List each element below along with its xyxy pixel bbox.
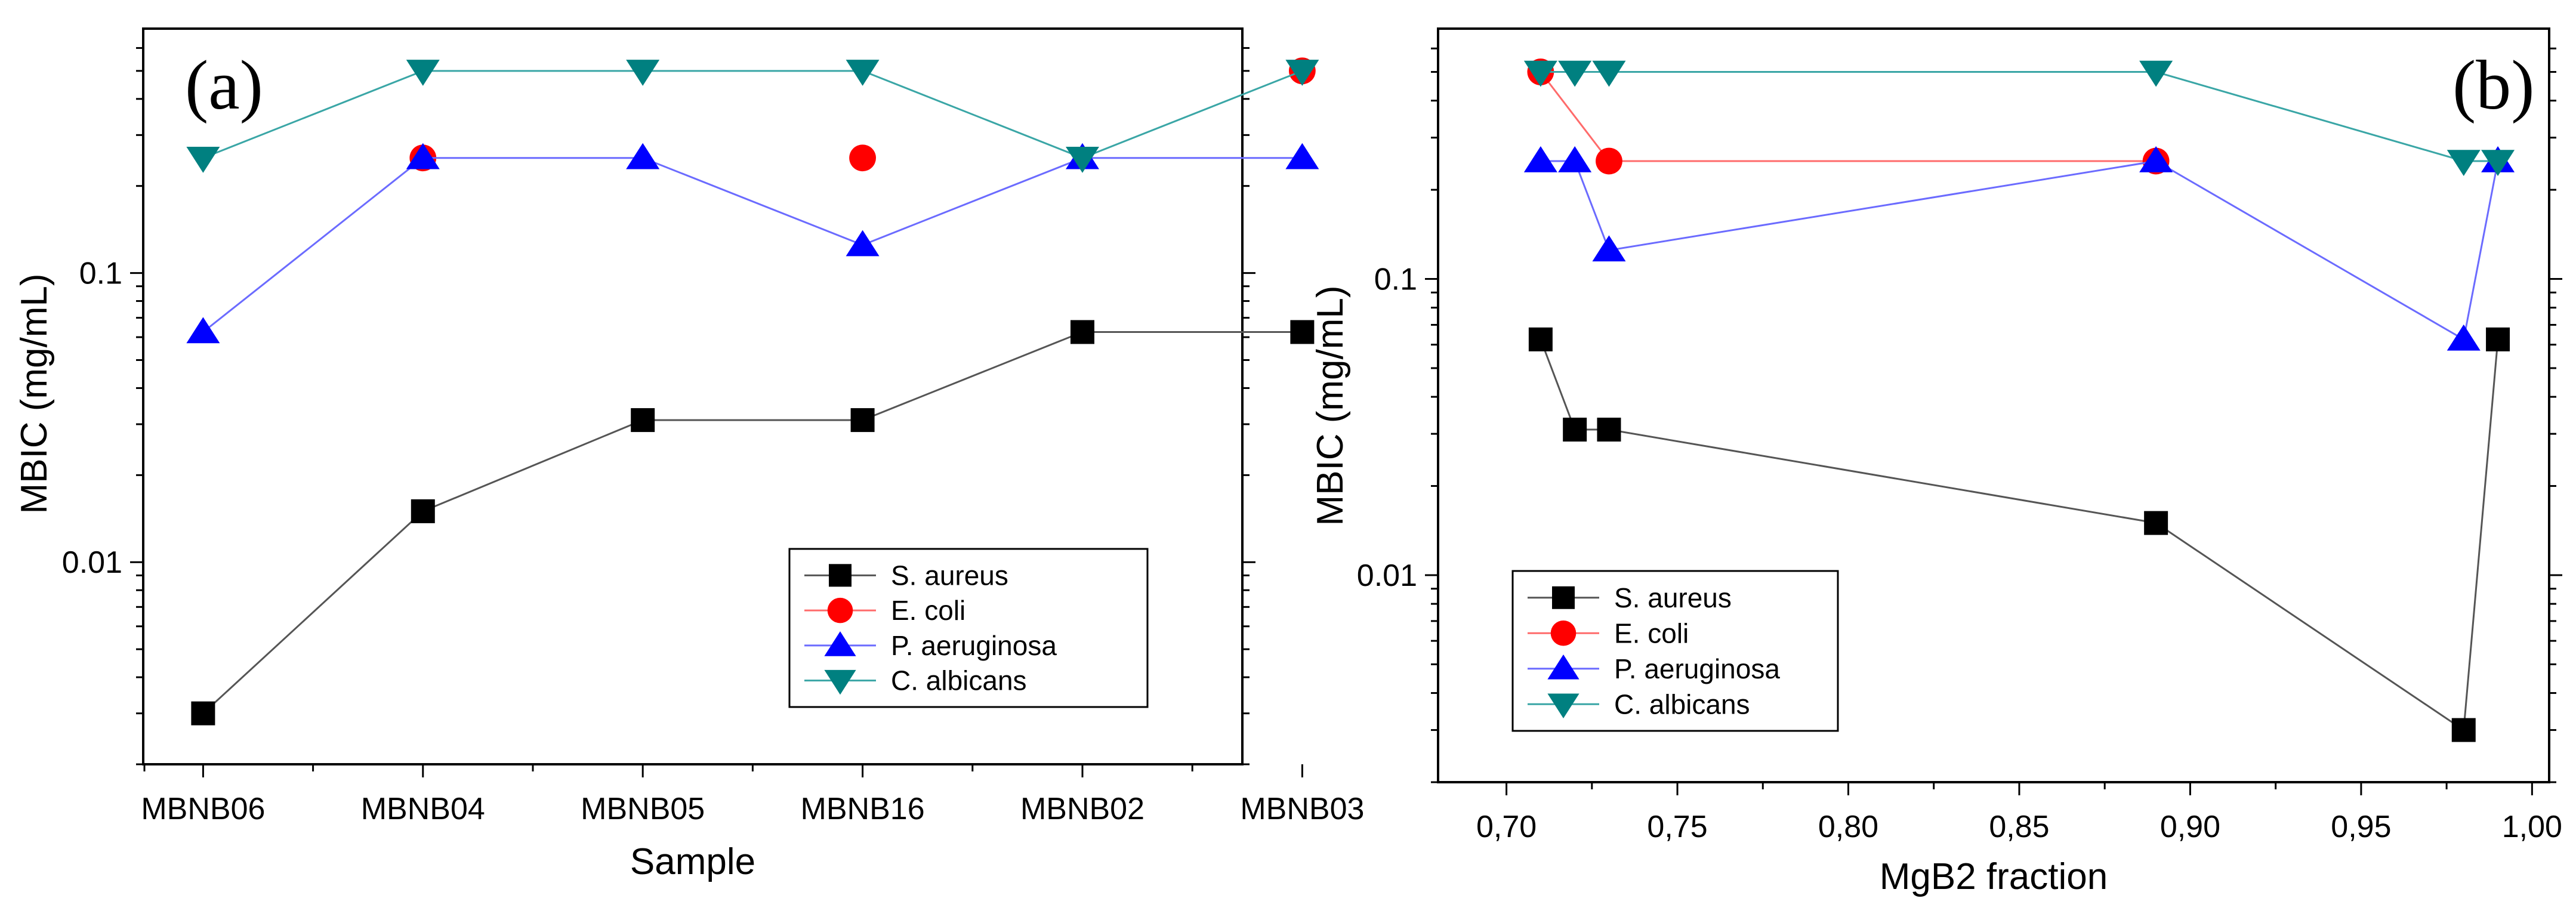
series-p-aeruginosa bbox=[186, 143, 1319, 344]
y-axis-label: MBIC (mg/mL) bbox=[1310, 286, 1351, 526]
data-point-e-coli bbox=[1596, 147, 1622, 175]
data-point-c-albicans bbox=[846, 60, 880, 86]
legend-marker-s-aureus bbox=[829, 564, 852, 587]
data-point-c-albicans bbox=[406, 60, 440, 86]
data-point-c-albicans bbox=[186, 146, 220, 173]
x-tick-label: 1,00 bbox=[2502, 810, 2562, 844]
legend-marker-c-albicans bbox=[1547, 693, 1579, 718]
y-tick-label: 0.01 bbox=[1357, 558, 1417, 593]
plot-frame bbox=[1437, 27, 2550, 783]
data-point-e-coli bbox=[849, 144, 876, 172]
legend-label-c-albicans: C. albicans bbox=[891, 665, 1027, 696]
y-tick-label: 0.1 bbox=[79, 257, 122, 291]
legend-label-c-albicans: C. albicans bbox=[1614, 689, 1750, 720]
x-tick-label: MBNB05 bbox=[581, 792, 705, 826]
data-point-p-aeruginosa bbox=[186, 317, 220, 344]
data-point-p-aeruginosa bbox=[1558, 146, 1592, 172]
data-point-s-aureus bbox=[2486, 327, 2510, 351]
data-point-s-aureus bbox=[191, 701, 215, 725]
data-point-s-aureus bbox=[1290, 320, 1315, 344]
data-point-c-albicans bbox=[1592, 60, 1626, 87]
data-point-p-aeruginosa bbox=[1523, 146, 1557, 172]
x-tick-label: 0,70 bbox=[1476, 810, 1537, 844]
y-tick-label: 0.01 bbox=[62, 545, 122, 580]
series-c-albicans bbox=[186, 60, 1319, 173]
x-tick-label: 0,85 bbox=[1989, 810, 2049, 844]
plot-frame bbox=[142, 27, 1244, 765]
series-s-aureus bbox=[1528, 327, 2510, 742]
x-axis-label: Sample bbox=[630, 841, 755, 882]
x-tick-label: MBNB04 bbox=[361, 792, 485, 826]
series-c-albicans bbox=[1523, 60, 2515, 176]
x-axis-label: MgB2 fraction bbox=[1880, 856, 2108, 897]
data-point-s-aureus bbox=[411, 499, 435, 523]
x-tick-label: 0,95 bbox=[2331, 810, 2391, 844]
legend-marker-e-coli bbox=[1550, 620, 1577, 646]
panel-a: 0.01 0.1 MBNB06 MBNB04 MBNB05 MBNB16 MBNB02 MBN… bbox=[14, 27, 1364, 882]
data-point-s-aureus bbox=[631, 408, 655, 433]
data-point-s-aureus bbox=[850, 408, 875, 433]
data-point-s-aureus bbox=[2451, 718, 2476, 742]
x-tick-label: 0,80 bbox=[1818, 810, 1878, 844]
data-point-c-albicans bbox=[1285, 60, 1319, 86]
legend: S. aureus E. coli P. aeruginosa C. albicans bbox=[788, 548, 1149, 708]
legend-marker-p-aeruginosa bbox=[1547, 655, 1579, 680]
data-point-c-albicans bbox=[1065, 146, 1099, 173]
data-point-s-aureus bbox=[1070, 320, 1094, 344]
series-line-p-aeruginosa bbox=[202, 157, 1303, 333]
legend-marker-s-aureus bbox=[1552, 586, 1575, 609]
data-point-p-aeruginosa bbox=[2447, 324, 2481, 351]
data-point-s-aureus bbox=[1528, 327, 1553, 351]
legend: S. aureus E. coli P. aeruginosa C. albicans bbox=[1511, 570, 1839, 732]
legend-label-e-coli: E. coli bbox=[1614, 618, 1689, 649]
x-tick-label: MBNB03 bbox=[1240, 792, 1364, 826]
series-line-s-aureus bbox=[202, 331, 1303, 714]
legend-marker-c-albicans bbox=[824, 669, 856, 695]
data-point-c-albicans bbox=[2447, 150, 2481, 176]
legend-label-e-coli: E. coli bbox=[891, 595, 965, 626]
data-point-p-aeruginosa bbox=[1592, 235, 1626, 262]
data-point-c-albicans bbox=[1523, 60, 1557, 87]
series-line-s-aureus bbox=[1540, 339, 2499, 732]
x-tick-label: MBNB16 bbox=[801, 792, 925, 826]
series-line-c-albicans bbox=[202, 70, 1303, 159]
x-tick-label: MBNB02 bbox=[1020, 792, 1144, 826]
legend-label-s-aureus: S. aureus bbox=[891, 560, 1008, 591]
panel-label: (b) bbox=[2452, 46, 2535, 124]
legend-label-p-aeruginosa: P. aeruginosa bbox=[891, 630, 1057, 661]
data-point-p-aeruginosa bbox=[846, 230, 880, 257]
legend-marker-e-coli bbox=[827, 597, 853, 623]
data-point-s-aureus bbox=[2144, 511, 2168, 535]
panel-label: (a) bbox=[185, 46, 263, 124]
data-point-p-aeruginosa bbox=[406, 143, 440, 169]
x-tick-label: 0,75 bbox=[1647, 810, 1707, 844]
series-s-aureus bbox=[191, 320, 1315, 725]
x-tick-label: MBNB06 bbox=[141, 792, 265, 826]
legend-label-s-aureus: S. aureus bbox=[1614, 582, 1732, 613]
data-point-p-aeruginosa bbox=[2139, 146, 2173, 172]
y-axis-label: MBIC (mg/mL) bbox=[14, 274, 55, 514]
data-point-c-albicans bbox=[2481, 150, 2515, 176]
data-point-p-aeruginosa bbox=[1285, 143, 1319, 169]
data-point-s-aureus bbox=[1563, 418, 1587, 442]
legend-label-p-aeruginosa: P. aeruginosa bbox=[1614, 653, 1780, 684]
data-point-c-albicans bbox=[626, 60, 660, 86]
data-point-c-albicans bbox=[1558, 60, 1592, 87]
legend-marker-p-aeruginosa bbox=[824, 631, 856, 656]
x-tick-label: 0,90 bbox=[2160, 810, 2220, 844]
panel-b: 0.01 0.1 0,70 0,75 0,80 0,85 0,90 0,95 1,00 MgB2 … bbox=[1310, 27, 2562, 897]
data-point-s-aureus bbox=[1597, 418, 1621, 442]
data-point-p-aeruginosa bbox=[626, 143, 660, 169]
data-point-c-albicans bbox=[2139, 60, 2173, 87]
y-tick-label: 0.1 bbox=[1374, 263, 1417, 297]
